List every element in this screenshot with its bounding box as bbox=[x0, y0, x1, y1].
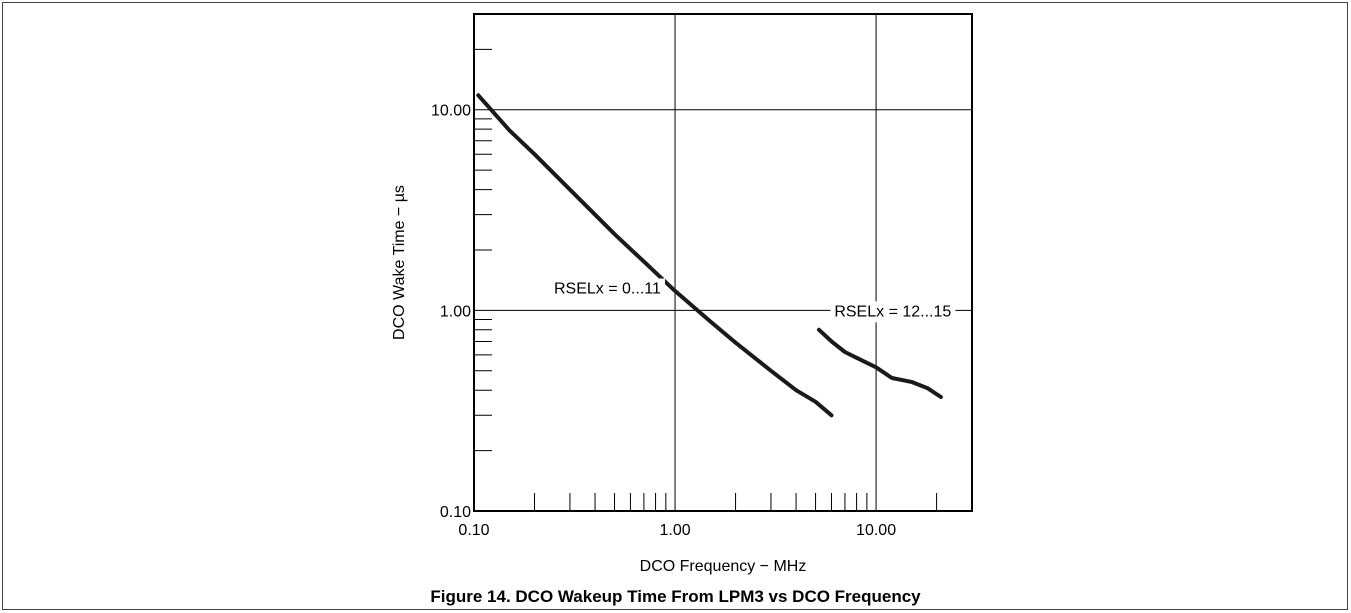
annotation-backdrop bbox=[550, 278, 665, 300]
series-group bbox=[476, 93, 943, 418]
x-tick-label: 1.00 bbox=[659, 522, 690, 539]
minor-ticks bbox=[474, 48, 938, 511]
series-line-1 bbox=[476, 93, 834, 418]
x-tick-label: 10.00 bbox=[856, 522, 896, 539]
annotation-label-1: RSELx = 0...11 bbox=[554, 281, 661, 298]
y-tick-label: 1.00 bbox=[440, 303, 471, 320]
y-tick-label: 10.00 bbox=[431, 103, 471, 120]
figure-caption: Figure 14. DCO Wakeup Time From LPM3 vs … bbox=[430, 587, 921, 606]
y-tick-label: 0.10 bbox=[440, 504, 471, 521]
plot-area bbox=[474, 14, 972, 511]
y-axis-title: DCO Wake Time − µs bbox=[391, 185, 408, 340]
x-tick-label: 0.10 bbox=[458, 522, 489, 539]
annotation-label-2: RSELx = 12...15 bbox=[834, 303, 951, 320]
x-axis-title: DCO Frequency − MHz bbox=[640, 558, 807, 575]
annotations: RSELx = 0...11 RSELx = 12...15 bbox=[550, 278, 956, 323]
tick-labels: 0.10 1.00 10.00 0.10 1.00 10.00 bbox=[431, 103, 896, 539]
annotation-backdrop bbox=[830, 301, 956, 323]
series-line-2 bbox=[817, 327, 943, 399]
plot-border bbox=[473, 13, 973, 512]
